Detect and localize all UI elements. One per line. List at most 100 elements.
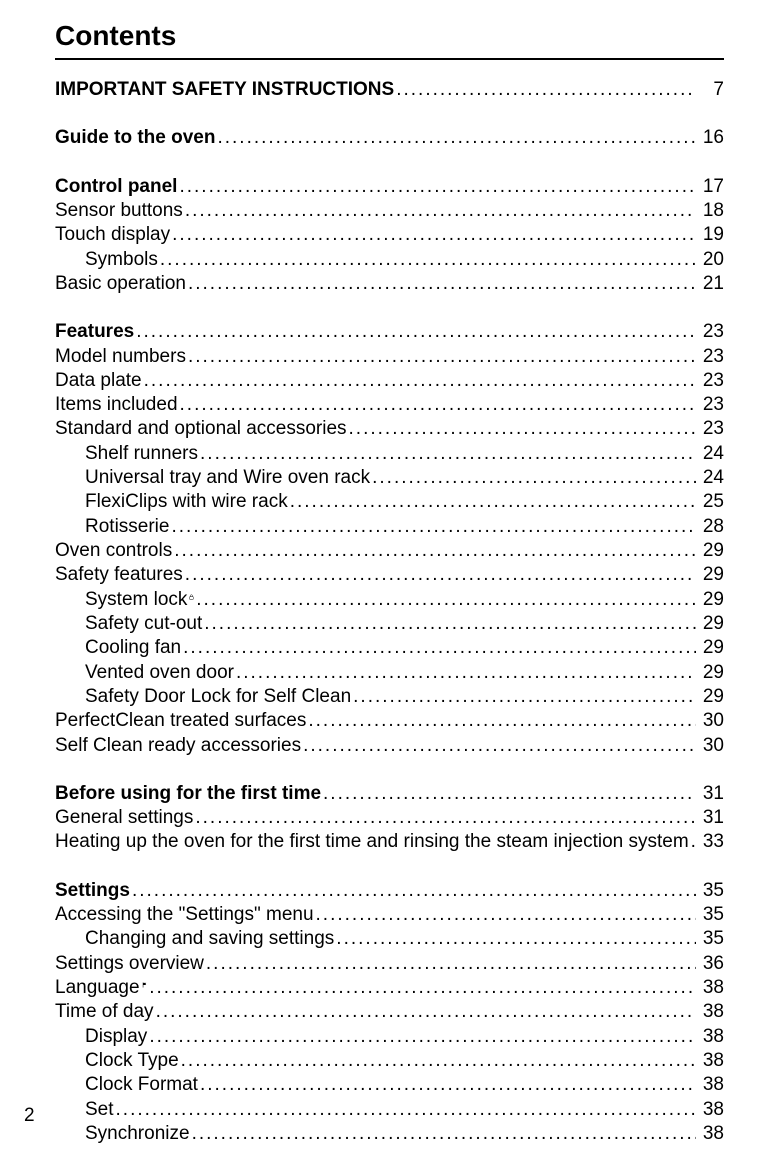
toc-page-number: 29	[698, 563, 724, 587]
toc-label: Universal tray and Wire oven rack	[55, 466, 370, 490]
toc-label: Cooling fan	[55, 636, 181, 660]
toc-entry: Touch display 19	[55, 223, 724, 247]
toc-spacer	[55, 296, 724, 320]
toc-page-number: 35	[698, 927, 724, 951]
toc-leader-dots	[336, 927, 696, 951]
toc-page-number: 29	[698, 588, 724, 612]
toc-entry: General settings31	[55, 806, 724, 830]
toc-entry: Items included23	[55, 393, 724, 417]
toc-entry: FlexiClips with wire rack 25	[55, 490, 724, 514]
toc-page-number: 38	[698, 1025, 724, 1049]
toc-label: Clock Format	[55, 1073, 198, 1097]
toc-page-number: 29	[698, 636, 724, 660]
toc-label: Model numbers	[55, 345, 186, 369]
toc-leader-dots	[200, 1073, 696, 1097]
toc-label: Standard and optional accessories	[55, 417, 347, 441]
toc-entry: Synchronize 38	[55, 1122, 724, 1146]
toc-label: Guide to the oven	[55, 126, 215, 150]
toc-label: Data plate	[55, 369, 142, 393]
toc-leader-dots	[179, 175, 696, 199]
toc-label: Synchronize	[55, 1122, 190, 1146]
toc-label: Before using for the first time	[55, 782, 321, 806]
toc-leader-dots	[149, 1025, 696, 1049]
toc-page-number: 29	[698, 661, 724, 685]
toc-label: Basic operation	[55, 272, 186, 296]
toc-label: IMPORTANT SAFETY INSTRUCTIONS	[55, 78, 394, 102]
toc-entry: Control panel 17	[55, 175, 724, 199]
toc-leader-dots	[180, 393, 696, 417]
toc-page-number: 24	[698, 466, 724, 490]
toc-page-number: 7	[698, 78, 724, 102]
toc-leader-dots	[303, 734, 696, 758]
toc-entry: Display 38	[55, 1025, 724, 1049]
toc-label: Items included	[55, 393, 178, 417]
toc-leader-dots	[196, 588, 696, 612]
toc-page-number: 20	[698, 248, 724, 272]
toc-label: Settings	[55, 879, 130, 903]
toc-entry: Settings overview36	[55, 952, 724, 976]
toc-leader-dots	[236, 661, 696, 685]
toc-label: Time of day	[55, 1000, 154, 1024]
toc-leader-dots	[160, 248, 696, 272]
toc-label: System lock	[55, 588, 187, 612]
toc-leader-dots	[156, 1000, 696, 1024]
toc-label: Display	[55, 1025, 147, 1049]
toc-leader-dots	[316, 903, 696, 927]
toc-entry: Rotisserie 28	[55, 515, 724, 539]
toc-page-number: 17	[698, 175, 724, 199]
toc-leader-dots	[183, 636, 696, 660]
toc-entry: Universal tray and Wire oven rack 24	[55, 466, 724, 490]
toc-entry: Guide to the oven 16	[55, 126, 724, 150]
toc-leader-dots	[136, 320, 696, 344]
toc-label: Touch display	[55, 223, 170, 247]
toc-label: Settings overview	[55, 952, 204, 976]
toc-leader-dots	[396, 78, 696, 102]
toc-label: Self Clean ready accessories	[55, 734, 301, 758]
toc-page-number: 30	[698, 734, 724, 758]
toc-page-number: 19	[698, 223, 724, 247]
toc-leader-dots	[192, 1122, 696, 1146]
toc-label: Safety Door Lock for Self Clean	[55, 685, 351, 709]
toc-leader-dots	[691, 830, 696, 854]
toc-leader-dots	[174, 539, 696, 563]
toc-entry: Vented oven door 29	[55, 661, 724, 685]
toc-page-number: 29	[698, 612, 724, 636]
toc-entry: Accessing the "Settings" menu35	[55, 903, 724, 927]
toc-page-number: 35	[698, 879, 724, 903]
toc-label: Symbols	[55, 248, 158, 272]
toc-entry: Time of day38	[55, 1000, 724, 1024]
toc-label: Heating up the oven for the first time a…	[55, 830, 689, 854]
toc-label: FlexiClips with wire rack	[55, 490, 288, 514]
toc-entry: Oven controls 29	[55, 539, 724, 563]
toc-label: General settings	[55, 806, 193, 830]
toc-entry: Model numbers 23	[55, 345, 724, 369]
toc-leader-dots	[353, 685, 696, 709]
toc-entry: PerfectClean treated surfaces 30	[55, 709, 724, 733]
page: Contents IMPORTANT SAFETY INSTRUCTIONS7G…	[0, 0, 768, 1149]
toc-entry: Basic operation21	[55, 272, 724, 296]
toc-entry: Language 38	[55, 976, 724, 1000]
toc-page-number: 23	[698, 369, 724, 393]
toc-leader-dots	[206, 952, 696, 976]
toc-label: Control panel	[55, 175, 177, 199]
toc-label: Changing and saving settings	[55, 927, 334, 951]
toc-leader-dots	[132, 879, 696, 903]
toc-leader-dots	[308, 709, 696, 733]
toc-leader-dots	[185, 199, 696, 223]
toc-page-number: 35	[698, 903, 724, 927]
toc-leader-dots	[188, 345, 696, 369]
toc-label: Shelf runners	[55, 442, 198, 466]
toc-label: Vented oven door	[55, 661, 234, 685]
toc-leader-dots	[149, 976, 696, 1000]
toc-page-number: 25	[698, 490, 724, 514]
toc-page-number: 16	[698, 126, 724, 150]
toc-leader-dots	[349, 417, 696, 441]
toc-page-number: 38	[698, 976, 724, 1000]
toc-entry: Safety Door Lock for Self Clean29	[55, 685, 724, 709]
toc-leader-dots	[171, 515, 696, 539]
toc-leader-dots	[217, 126, 696, 150]
toc-leader-dots	[144, 369, 696, 393]
toc-page-number: 23	[698, 320, 724, 344]
toc-page-number: 38	[698, 1122, 724, 1146]
toc-page-number: 31	[698, 782, 724, 806]
